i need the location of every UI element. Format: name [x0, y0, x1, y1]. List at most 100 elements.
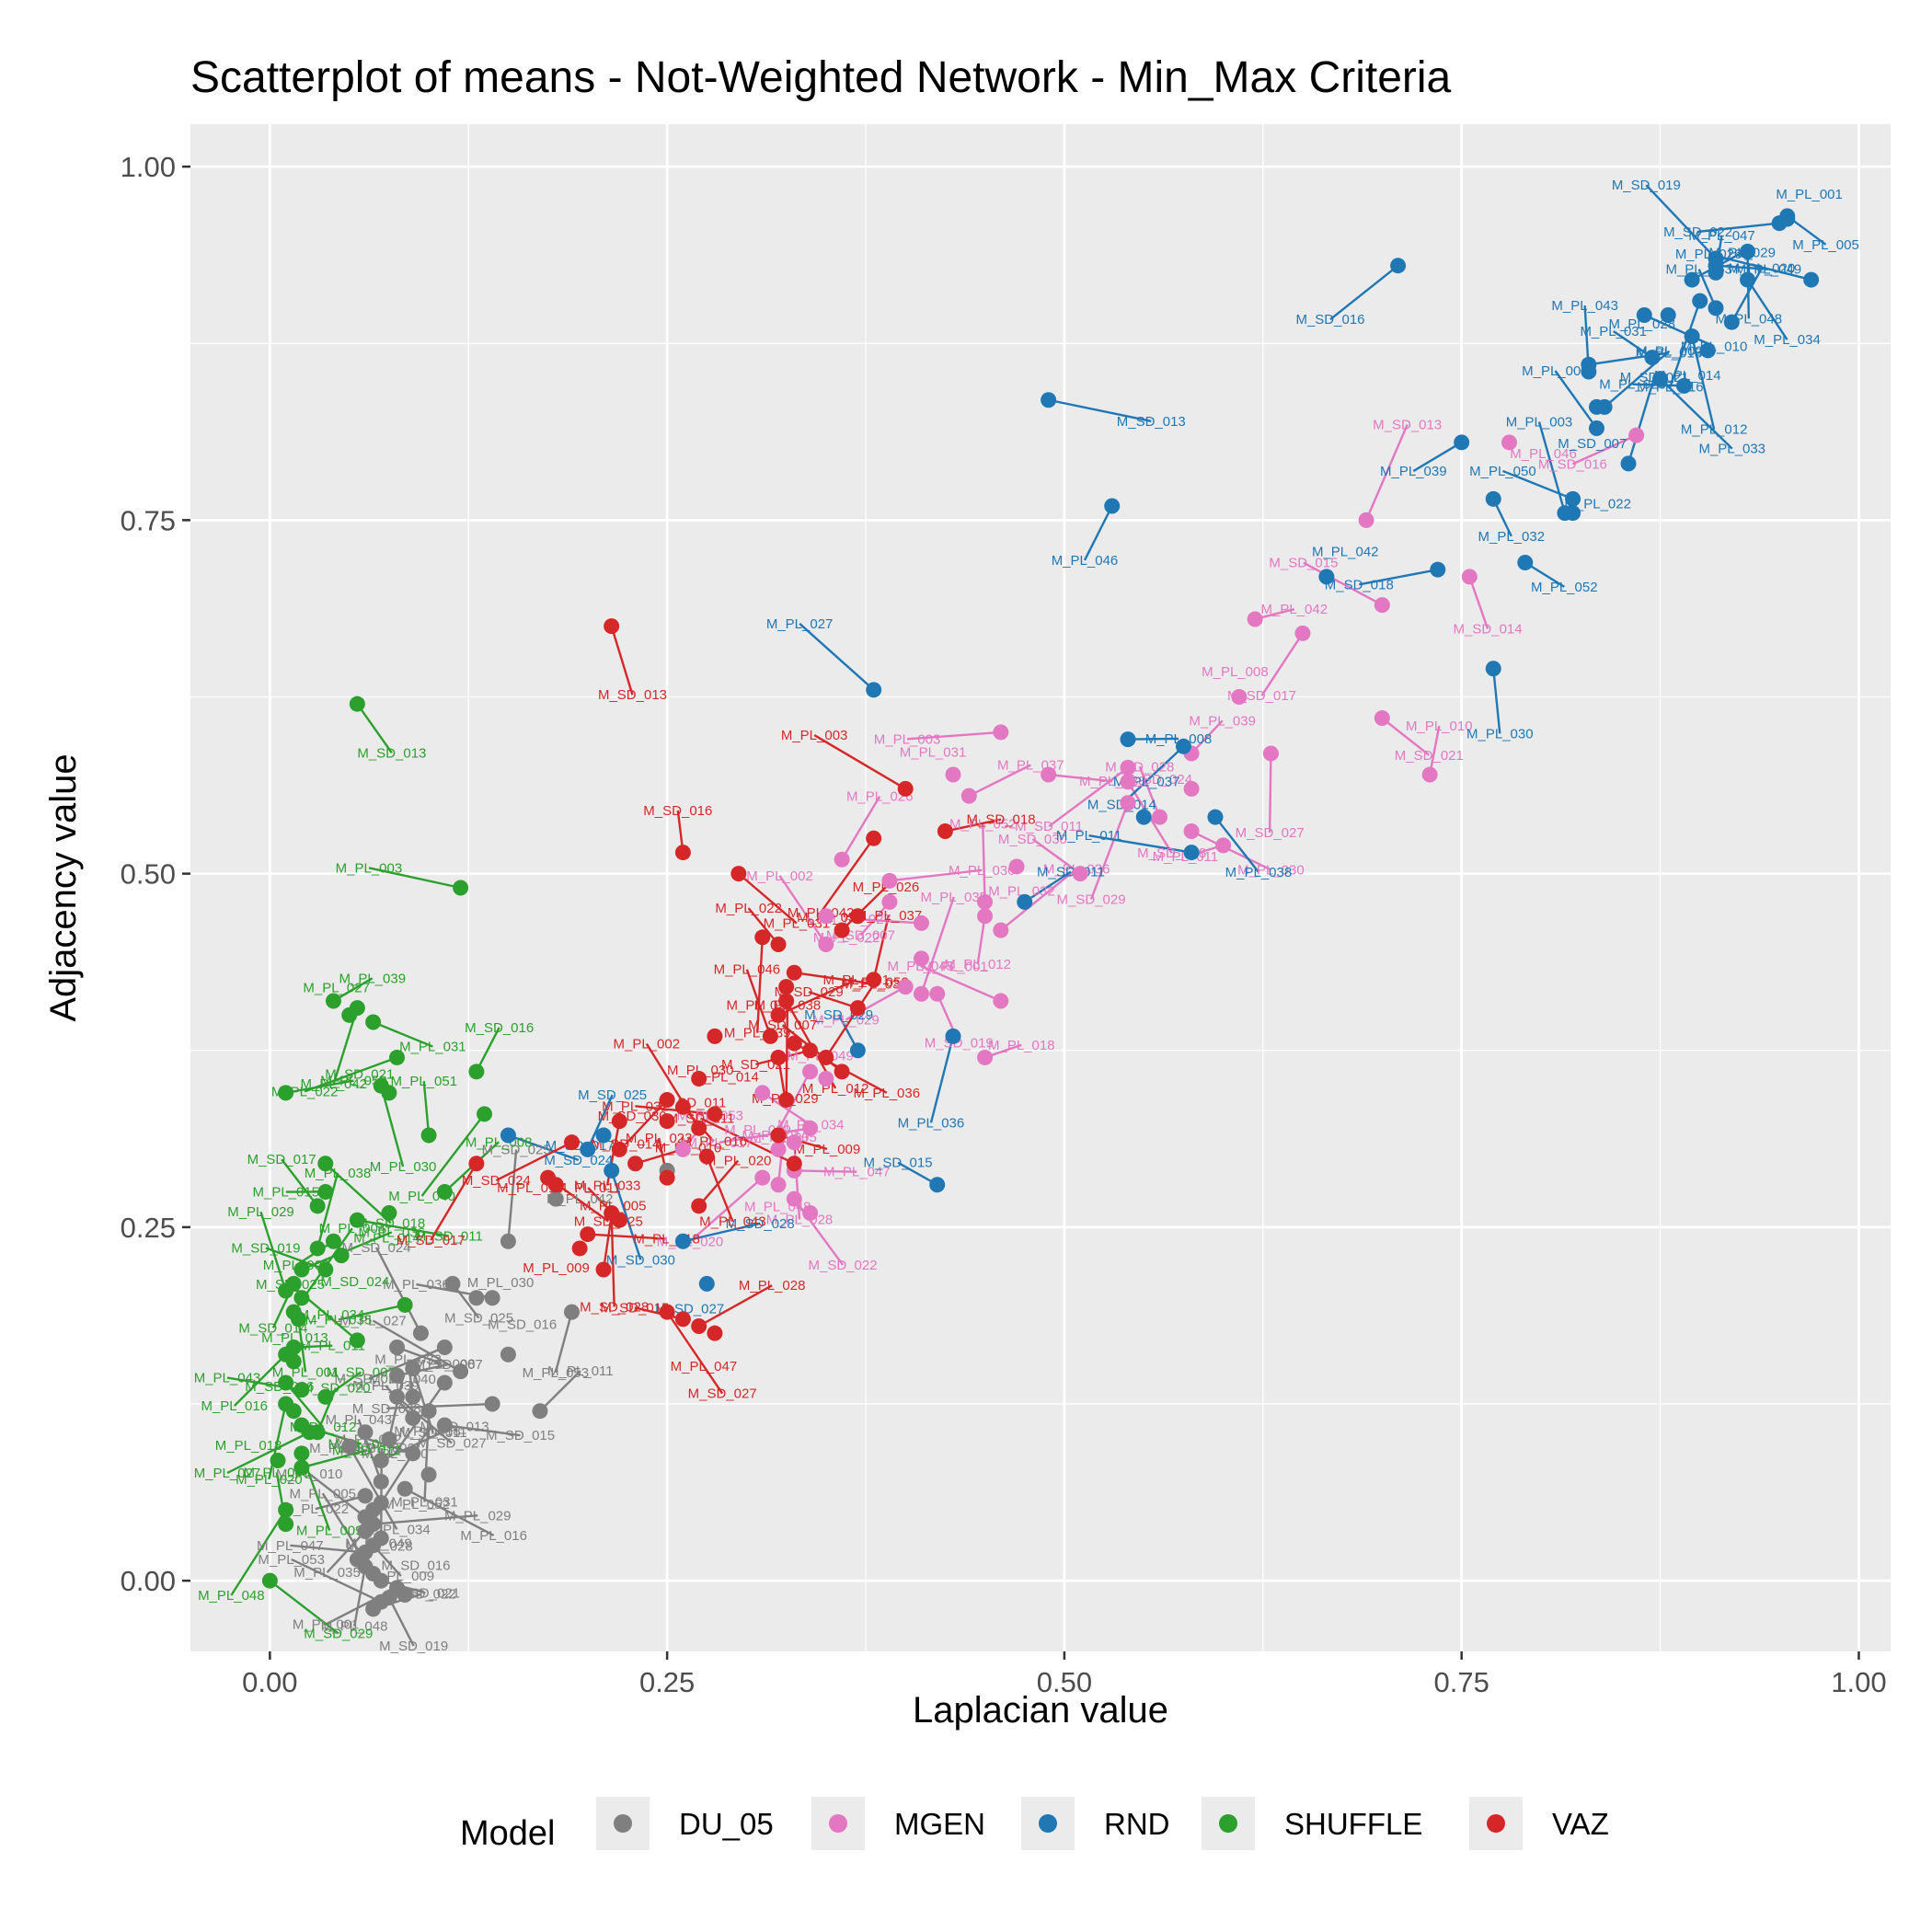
data-point [977, 1049, 994, 1065]
point-label: M_PL_018 [215, 1438, 282, 1454]
label-leader-line [374, 1247, 422, 1334]
data-point [389, 1340, 406, 1356]
point-label: M_SD_016 [488, 1317, 557, 1333]
label-leader-line [420, 1113, 486, 1197]
data-point [1461, 569, 1478, 585]
point-label: M_PL_039 [1380, 464, 1447, 479]
legend-label: MGEN [894, 1807, 985, 1841]
label-leader-line [610, 1213, 615, 1307]
data-point [849, 1000, 866, 1017]
data-point [659, 1113, 675, 1130]
data-point [389, 1049, 406, 1065]
data-point [1318, 569, 1335, 585]
label-leader-line [976, 915, 986, 965]
label-leader-line [297, 1318, 307, 1373]
label-leader-line [841, 886, 887, 931]
data-point [317, 1183, 334, 1200]
point-label: M_PL_003 [336, 860, 403, 876]
legend-swatch [1487, 1814, 1505, 1833]
label-leader-line [907, 730, 1001, 741]
data-point [564, 1134, 581, 1151]
label-leader-line [301, 1449, 367, 1469]
label-leader-line [1190, 830, 1271, 871]
data-point [1740, 271, 1756, 288]
label-leader-line [762, 1091, 811, 1126]
point-label: M_PL_036 [854, 1086, 921, 1101]
data-point [1723, 314, 1740, 330]
data-point [1120, 795, 1136, 811]
label-leader-line [1746, 279, 1788, 340]
label-leader-line [1627, 376, 1656, 465]
label-leader-line [1138, 765, 1161, 818]
point-label: M_SD_029 [1057, 891, 1126, 907]
label-leader-line [387, 1378, 404, 1440]
data-point [977, 893, 994, 910]
data-point [1692, 293, 1708, 309]
point-label: M_PL_036 [359, 1225, 426, 1240]
data-point [1501, 434, 1517, 451]
data-point [707, 1028, 723, 1044]
point-label: M_PL_035 [293, 1565, 361, 1581]
label-leader-line [316, 1172, 339, 1249]
label-leader-line [777, 978, 857, 1017]
data-point [420, 1403, 437, 1420]
point-label: M_SD_030 [998, 832, 1067, 847]
x-tick-label: 0.75 [1434, 1666, 1489, 1698]
point-label: M_PL_048 [321, 1619, 388, 1635]
point-label: M_PL_003 [781, 728, 848, 743]
point-label: M_PL_013 [261, 1330, 328, 1346]
point-label: M_SD_028 [352, 1401, 421, 1417]
data-point [674, 1233, 691, 1249]
label-leader-line [1468, 576, 1489, 629]
y-tick-label: 0.25 [121, 1212, 176, 1244]
point-label: M_SD_030 [606, 1252, 675, 1268]
data-point [611, 1212, 627, 1228]
chart-title: Scatterplot of means - Not-Weighted Netw… [190, 53, 1452, 102]
data-point [659, 1092, 675, 1109]
point-label: M_PL_029 [444, 1508, 512, 1524]
data-point [1708, 264, 1724, 281]
data-point [1421, 766, 1438, 783]
data-point [754, 929, 771, 946]
label-leader-line [1048, 766, 1129, 828]
data-point [707, 1325, 723, 1341]
label-leader-line [745, 969, 772, 1037]
data-point [786, 1190, 802, 1207]
data-point [881, 872, 898, 889]
point-label: M_PL_022 [1564, 496, 1631, 512]
point-label: M_PL_008 [1145, 731, 1213, 747]
point-label: M_SD_028 [1105, 759, 1174, 775]
label-leader-line [808, 991, 858, 1009]
data-point [834, 1064, 850, 1080]
point-label: M_PL_052 [1531, 580, 1598, 595]
label-leader-line [587, 1233, 667, 1240]
data-point [604, 1162, 620, 1179]
data-point [1072, 866, 1088, 882]
data-point [317, 1388, 334, 1405]
data-point [1017, 893, 1033, 910]
point-label: M_PL_039 [339, 971, 406, 986]
data-point [397, 1480, 413, 1497]
point-label: M_PL_020 [1729, 261, 1796, 277]
data-point [325, 1233, 341, 1249]
point-label: M_PL_012 [1681, 422, 1748, 438]
point-label: M_PL_003 [874, 731, 941, 747]
data-point [293, 1445, 310, 1462]
point-label: M_PL_003 [1506, 415, 1573, 431]
data-point [945, 1028, 961, 1044]
label-leader-line [1048, 773, 1113, 783]
label-leader-line [813, 733, 906, 790]
data-point [778, 979, 795, 995]
point-label: M_PL_032 [988, 883, 1055, 899]
point-label: M_SD_017 [397, 1233, 466, 1248]
data-point [674, 1098, 691, 1115]
data-point [993, 993, 1009, 1009]
label-leader-line [945, 818, 1002, 833]
label-leader-line [1329, 264, 1399, 321]
point-label: M_PL_047 [671, 1359, 738, 1374]
data-point [309, 1424, 326, 1441]
data-point [532, 1403, 548, 1420]
label-leader-line [857, 918, 922, 925]
label-leader-line [794, 1169, 857, 1173]
